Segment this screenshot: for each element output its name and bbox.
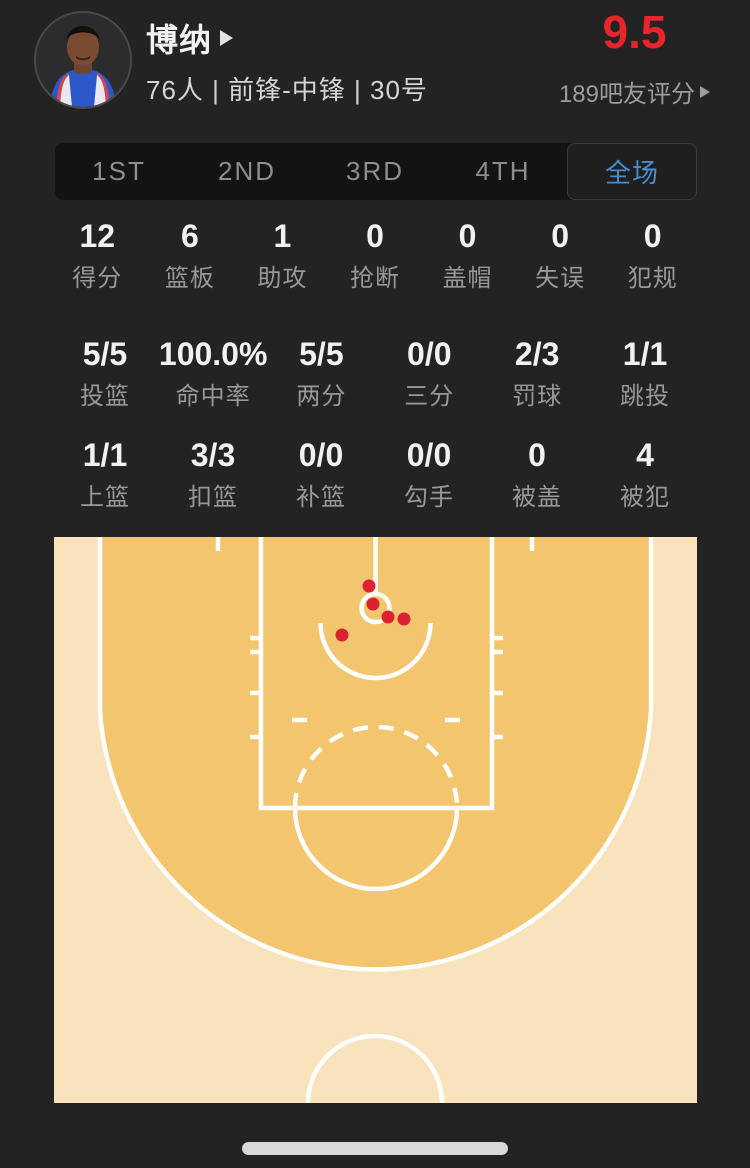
- stat-label: 盖帽: [442, 265, 493, 292]
- stat-turnovers: 0 失误: [514, 218, 607, 292]
- quarter-tab-bar: 1ST 2ND 3RD 4TH 全场: [55, 143, 697, 200]
- stat-value: 5/5: [82, 336, 128, 372]
- basket-hoop: [359, 591, 392, 625]
- stat-value: 3/3: [190, 437, 236, 473]
- stat-value: 0: [366, 218, 384, 254]
- stat-label: 失误: [535, 265, 586, 292]
- home-indicator[interactable]: [242, 1142, 508, 1155]
- stat-field-goals: 5/5 投篮: [51, 336, 159, 410]
- stat-label: 勾手: [404, 484, 454, 511]
- stat-hook-shots: 0/0 勾手: [375, 437, 483, 511]
- stat-three-pointers: 0/0 三分: [375, 336, 483, 410]
- stat-label: 跳投: [620, 383, 671, 410]
- name-arrow-icon: [220, 30, 234, 46]
- stat-label: 扣篮: [188, 484, 238, 511]
- tab-quarter-2[interactable]: 2ND: [217, 156, 276, 186]
- tab-quarter-4[interactable]: 4TH: [475, 156, 531, 186]
- tab-quarter-1[interactable]: 1ST: [92, 156, 146, 186]
- rating-block[interactable]: 9.5 189吧友评分: [559, 8, 710, 109]
- lane-hash-marks: [250, 635, 503, 740]
- stat-label: 篮板: [164, 265, 215, 292]
- stat-value: 0/0: [298, 437, 344, 473]
- three-point-area: [97, 537, 654, 972]
- stat-fouls: 0 犯规: [606, 218, 699, 292]
- stat-assists: 1 助攻: [236, 218, 329, 292]
- player-name-row[interactable]: 博纳: [146, 20, 234, 58]
- stat-value: 0: [458, 218, 477, 254]
- stat-shots-blocked: 0 被盖: [483, 437, 591, 511]
- stat-points: 12 得分: [51, 218, 144, 292]
- stat-two-pointers: 5/5 两分: [267, 336, 375, 410]
- paint-key: [258, 537, 495, 811]
- shot-dot: [335, 628, 349, 642]
- player-photo: [36, 13, 130, 107]
- stat-value: 6: [180, 218, 199, 254]
- player-avatar[interactable]: [34, 11, 132, 109]
- stats-row-basic: 12 得分 6 篮板 1 助攻 0 抢断 0 盖帽 0 失误 0 犯规: [51, 218, 699, 292]
- stat-label: 两分: [296, 383, 347, 410]
- stats-row-shooting: 5/5 投篮 100.0% 命中率 5/5 两分 0/0 三分 2/3 罚球 1…: [51, 336, 699, 410]
- shot-chart-svg: [54, 537, 697, 1104]
- stat-label: 抢断: [349, 265, 400, 292]
- stat-layups: 1/1 上篮: [51, 437, 159, 511]
- player-rating: 9.5: [602, 6, 667, 58]
- stat-blocks: 0 盖帽: [421, 218, 514, 292]
- stat-fg-percent: 100.0% 命中率: [159, 336, 268, 410]
- stat-label: 上篮: [80, 484, 130, 511]
- stat-label: 三分: [404, 383, 455, 410]
- stat-value: 0/0: [406, 437, 452, 473]
- stat-label: 犯规: [627, 265, 678, 292]
- stat-label: 罚球: [512, 383, 563, 410]
- stat-value: 0: [643, 218, 662, 254]
- stats-row-shot-types: 1/1 上篮 3/3 扣篮 0/0 补篮 0/0 勾手 0 被盖 4 被犯: [51, 437, 699, 511]
- center-circle: [305, 1033, 445, 1104]
- tab-full-game[interactable]: 全场: [567, 143, 697, 200]
- shot-dot: [362, 579, 376, 593]
- stat-value: 2/3: [514, 336, 560, 372]
- player-name: 博纳: [146, 22, 213, 58]
- stat-jump-shots: 1/1 跳投: [591, 336, 699, 410]
- tab-quarter-3[interactable]: 3RD: [345, 156, 404, 186]
- restricted-area-arc: [318, 622, 433, 681]
- baseline-ticks: [215, 537, 535, 551]
- stat-dunks: 3/3 扣篮: [159, 437, 267, 511]
- stat-value: 0: [551, 218, 570, 254]
- stat-rebounds: 6 篮板: [144, 218, 237, 292]
- stat-fouled-on: 4 被犯: [591, 437, 699, 511]
- stat-label: 被犯: [620, 484, 670, 511]
- free-throw-circle-solid: [292, 807, 460, 892]
- stat-value: 0: [528, 437, 546, 473]
- stat-value: 1: [273, 218, 292, 254]
- stat-value: 0/0: [407, 336, 452, 372]
- stat-label: 得分: [72, 265, 123, 292]
- stat-value: 5/5: [299, 336, 344, 372]
- stat-value: 1/1: [82, 437, 128, 473]
- stat-free-throws: 2/3 罚球: [483, 336, 591, 410]
- stat-steals: 0 抢断: [329, 218, 422, 292]
- stat-label: 被盖: [512, 484, 562, 511]
- shot-dot: [366, 597, 380, 611]
- rating-arrow-icon: [700, 85, 710, 98]
- stat-label: 补篮: [296, 484, 346, 511]
- stat-label: 投篮: [79, 383, 130, 410]
- stat-label: 命中率: [175, 383, 251, 410]
- stat-value: 100.0%: [158, 336, 268, 372]
- shot-dot: [397, 612, 411, 626]
- shot-dot: [381, 610, 395, 624]
- stat-value: 1/1: [622, 336, 668, 372]
- shot-chart: [54, 537, 697, 1104]
- stat-putbacks: 0/0 补篮: [267, 437, 375, 511]
- player-team-info: 76人 | 前锋-中锋 | 30号: [146, 75, 428, 105]
- free-throw-circle-dashed: [292, 724, 460, 809]
- stat-value: 12: [79, 218, 116, 254]
- stat-value: 4: [636, 437, 654, 473]
- stat-label: 助攻: [257, 265, 308, 292]
- rating-caption: 189吧友评分: [558, 81, 695, 109]
